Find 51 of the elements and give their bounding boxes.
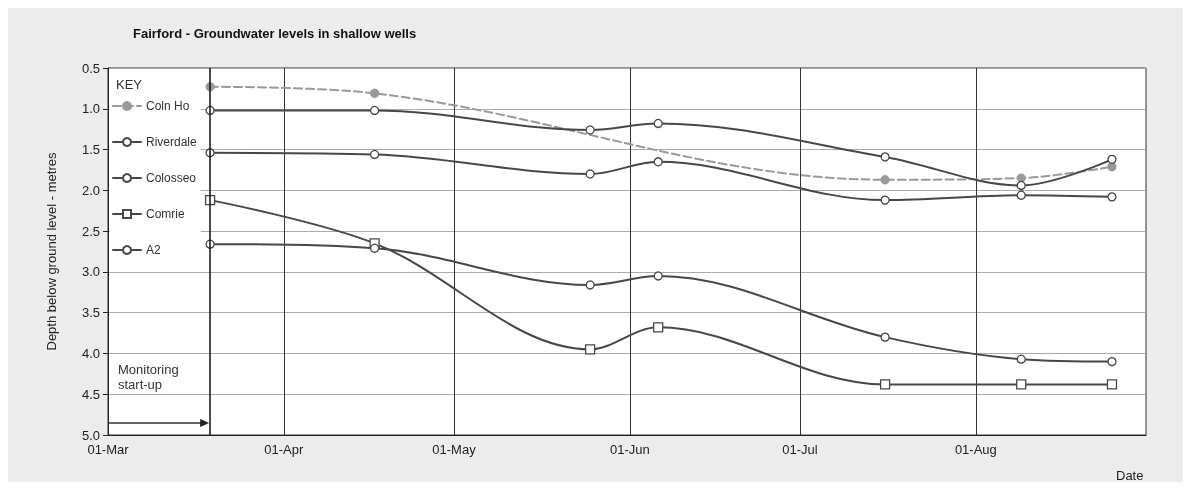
y-tick-label: 1.5	[81, 142, 100, 158]
point	[1107, 154, 1117, 164]
ref-line-label: Monitoring start-up	[118, 362, 179, 392]
x-tick-label: 01-Jun	[609, 442, 650, 457]
point	[1107, 356, 1117, 367]
x-tick-label: 01-Mar	[87, 442, 130, 457]
point	[1106, 379, 1118, 390]
point	[880, 332, 890, 342]
x-tick-label: 01-May	[432, 442, 477, 457]
y-tick-label: 1.0	[81, 101, 100, 117]
point	[1016, 354, 1026, 364]
point	[879, 379, 891, 390]
x-axis-title: Date	[1116, 468, 1144, 483]
legend-label: Coln Ho	[146, 99, 190, 113]
point	[1107, 192, 1117, 202]
point	[880, 175, 890, 185]
point	[1016, 180, 1026, 191]
point	[585, 125, 595, 135]
point	[653, 157, 663, 167]
legend-label: Colosseo	[146, 171, 197, 185]
y-tick-label: 3.5	[81, 305, 100, 321]
x-tick-label: 01-Aug	[954, 442, 997, 457]
y-tick-label: 2.5	[81, 223, 100, 239]
legend-title: KEY	[116, 77, 143, 92]
point	[880, 152, 890, 162]
y-tick-label: 0.5	[81, 60, 100, 76]
point	[369, 149, 380, 160]
chart-title: Fairford - Groundwater levels in shallow wells	[133, 26, 417, 41]
y-tick-label: 3.0	[81, 264, 100, 280]
y-tick-label: 2.0	[81, 182, 100, 198]
x-tick-label: 01-Apr	[264, 442, 305, 457]
point	[584, 344, 596, 355]
point	[653, 322, 664, 333]
point	[653, 271, 663, 281]
point	[1016, 379, 1027, 390]
legend-label: Comrie	[146, 207, 185, 221]
point	[1016, 190, 1026, 200]
y-axis-title: Depth below ground level - metres	[44, 152, 59, 351]
point	[585, 169, 595, 179]
legend-label: Riverdale	[146, 135, 198, 149]
point	[369, 88, 380, 98]
legend-label: A2	[146, 243, 161, 257]
x-tick-label: 01-Jul	[782, 442, 818, 457]
point	[369, 243, 380, 253]
y-tick-label: 5.0	[81, 427, 100, 443]
point	[369, 105, 380, 116]
point	[880, 195, 890, 205]
y-tick-label: 4.5	[81, 386, 100, 402]
y-tick-label: 4.0	[81, 345, 100, 361]
point	[653, 118, 663, 129]
point	[585, 280, 595, 290]
